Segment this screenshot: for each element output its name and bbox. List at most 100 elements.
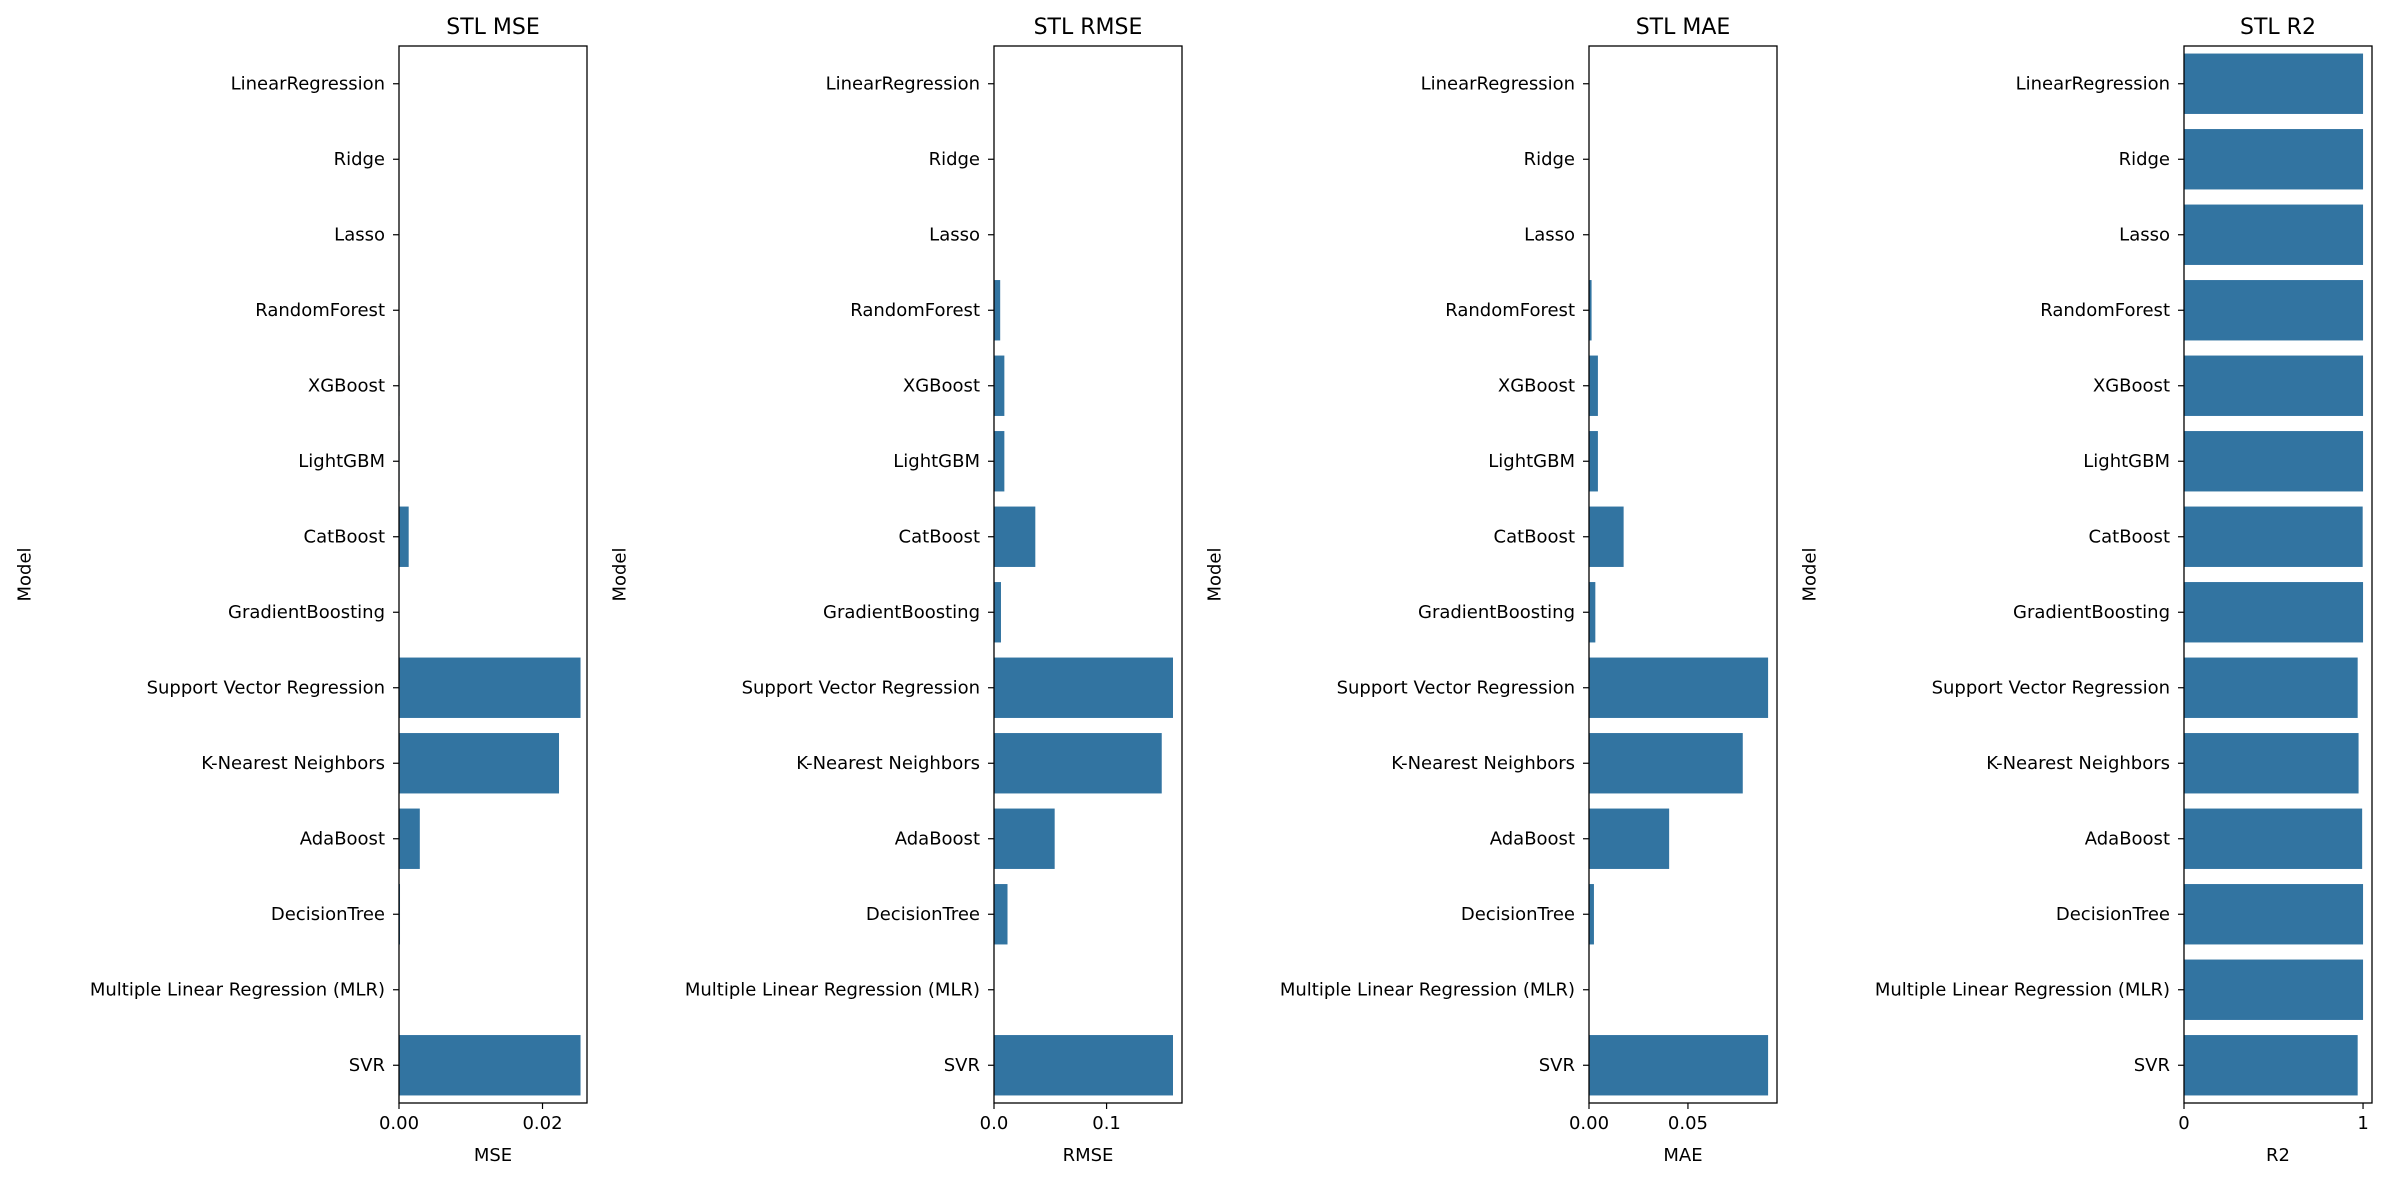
bar — [994, 431, 1005, 492]
y-tick-label: Support Vector Regression — [1932, 677, 2170, 698]
bar — [2184, 129, 2364, 190]
bar — [2184, 280, 2364, 341]
bar — [2184, 582, 2364, 643]
bar — [1589, 657, 1769, 718]
y-tick-label: XGBoost — [308, 375, 385, 396]
y-axis-label: Model — [15, 547, 36, 601]
x-tick-label: 0.0 — [980, 1113, 1009, 1134]
y-tick-label: K-Nearest Neighbors — [201, 753, 385, 774]
bar — [994, 280, 1001, 341]
x-axis-label: R2 — [2266, 1145, 2290, 1166]
y-tick-label: LinearRegression — [1421, 73, 1575, 94]
bar — [1589, 808, 1670, 869]
bar — [994, 808, 1055, 869]
bar — [1589, 280, 1592, 341]
chart-title: STL MAE — [1636, 15, 1731, 40]
y-tick-label: K-Nearest Neighbors — [796, 753, 980, 774]
y-axis-label: Model — [1205, 547, 1226, 601]
y-tick-label: DecisionTree — [1461, 904, 1575, 925]
y-tick-label: Multiple Linear Regression (MLR) — [90, 979, 385, 1000]
y-tick-label: XGBoost — [903, 375, 980, 396]
bar — [2184, 204, 2364, 265]
bar — [994, 582, 1001, 643]
y-tick-label: LinearRegression — [2016, 73, 2170, 94]
axes-frame — [398, 45, 588, 1104]
bar — [2184, 808, 2363, 869]
y-tick-label: LinearRegression — [826, 73, 980, 94]
y-tick-label: CatBoost — [304, 526, 385, 547]
y-tick-label: Ridge — [929, 149, 980, 170]
y-tick-label: Support Vector Regression — [742, 677, 980, 698]
y-tick-label: Lasso — [1524, 224, 1575, 245]
y-tick-label: Lasso — [929, 224, 980, 245]
x-tick-label: 0.05 — [1668, 1113, 1708, 1134]
chart-title: STL MSE — [446, 15, 540, 40]
bar — [1589, 506, 1624, 567]
bar — [2184, 884, 2364, 945]
y-tick-label: RandomForest — [1445, 300, 1575, 321]
y-tick-label: XGBoost — [2093, 375, 2170, 396]
y-tick-label: CatBoost — [1494, 526, 1575, 547]
y-tick-label: Support Vector Regression — [147, 677, 385, 698]
x-tick-label: 0.00 — [379, 1113, 419, 1134]
y-tick-label: Lasso — [2119, 224, 2170, 245]
bar — [2184, 733, 2359, 794]
y-tick-label: LinearRegression — [231, 73, 385, 94]
x-axis-label: MAE — [1663, 1145, 1702, 1166]
chart-title: STL R2 — [2240, 15, 2316, 40]
axes-frame — [2183, 45, 2373, 1104]
x-axis-label: RMSE — [1063, 1145, 1114, 1166]
bar — [1589, 355, 1598, 416]
y-tick-label: AdaBoost — [2085, 828, 2170, 849]
axes-frame — [993, 45, 1183, 1104]
bar — [399, 733, 560, 794]
bar — [1589, 1035, 1769, 1096]
bar — [399, 506, 409, 567]
y-tick-label: CatBoost — [2089, 526, 2170, 547]
bar — [399, 1035, 581, 1096]
y-tick-label: DecisionTree — [271, 904, 385, 925]
bar — [1589, 884, 1594, 945]
axes-frame — [1588, 45, 1778, 1104]
bar — [2184, 431, 2364, 492]
chart-title: STL RMSE — [1034, 15, 1143, 40]
bar — [2184, 657, 2358, 718]
y-tick-label: AdaBoost — [300, 828, 385, 849]
y-axis-label: Model — [610, 547, 631, 601]
y-tick-label: DecisionTree — [866, 904, 980, 925]
y-tick-label: K-Nearest Neighbors — [1391, 753, 1575, 774]
y-tick-label: RandomForest — [2040, 300, 2170, 321]
y-tick-label: SVR — [944, 1055, 980, 1076]
x-tick-label: 0.1 — [1092, 1113, 1121, 1134]
x-tick-label: 1 — [2357, 1113, 2368, 1134]
y-tick-label: SVR — [2134, 1055, 2170, 1076]
y-tick-label: Ridge — [334, 149, 385, 170]
x-tick-label: 0 — [2178, 1113, 2189, 1134]
y-tick-label: GradientBoosting — [823, 602, 980, 623]
x-axis-label: MSE — [474, 1145, 512, 1166]
bar — [399, 657, 581, 718]
bar — [994, 733, 1162, 794]
y-tick-label: K-Nearest Neighbors — [1986, 753, 2170, 774]
y-tick-label: RandomForest — [255, 300, 385, 321]
y-tick-label: AdaBoost — [1490, 828, 1575, 849]
y-tick-label: SVR — [349, 1055, 385, 1076]
bar — [994, 355, 1005, 416]
x-tick-label: 0.00 — [1569, 1113, 1609, 1134]
y-axis-label: Model — [1800, 547, 1821, 601]
bar — [2184, 355, 2364, 416]
y-tick-label: LightGBM — [2083, 451, 2170, 472]
y-tick-label: LightGBM — [893, 451, 980, 472]
bar — [1589, 582, 1596, 643]
bar — [994, 1035, 1173, 1096]
bar — [1589, 733, 1743, 794]
subplot-1: LinearRegression Ridge Lasso RandomForest XG… — [15, 15, 588, 1166]
y-tick-label: Multiple Linear Regression (MLR) — [685, 979, 980, 1000]
y-tick-label: Lasso — [334, 224, 385, 245]
y-tick-label: CatBoost — [899, 526, 980, 547]
y-tick-label: SVR — [1539, 1055, 1575, 1076]
bar — [399, 808, 420, 869]
y-tick-label: Ridge — [2119, 149, 2170, 170]
bar — [2184, 53, 2364, 114]
